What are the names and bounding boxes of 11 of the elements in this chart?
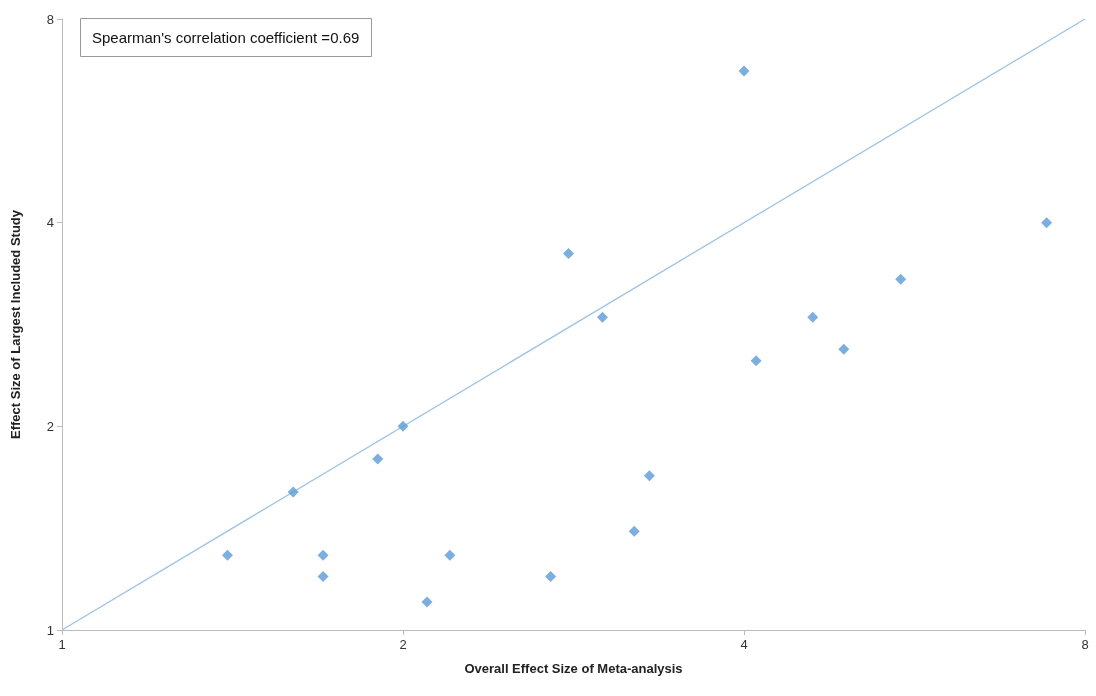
x-tick-label: 1 <box>58 637 66 652</box>
y-tick-label: 8 <box>46 11 54 27</box>
x-tick-label: 2 <box>399 637 407 652</box>
x-axis-title: Overall Effect Size of Meta-analysis <box>464 661 683 676</box>
y-tick-label: 1 <box>46 622 54 638</box>
y-tick-label: 4 <box>46 215 54 231</box>
y-tick-label: 2 <box>46 418 54 434</box>
x-tick-label: 8 <box>1081 637 1089 652</box>
x-tick-label: 4 <box>740 637 748 652</box>
annotation: Spearman's correlation coefficient =0.69 <box>92 29 360 46</box>
y-axis-title: Effect Size of Largest Included Study <box>8 209 23 439</box>
